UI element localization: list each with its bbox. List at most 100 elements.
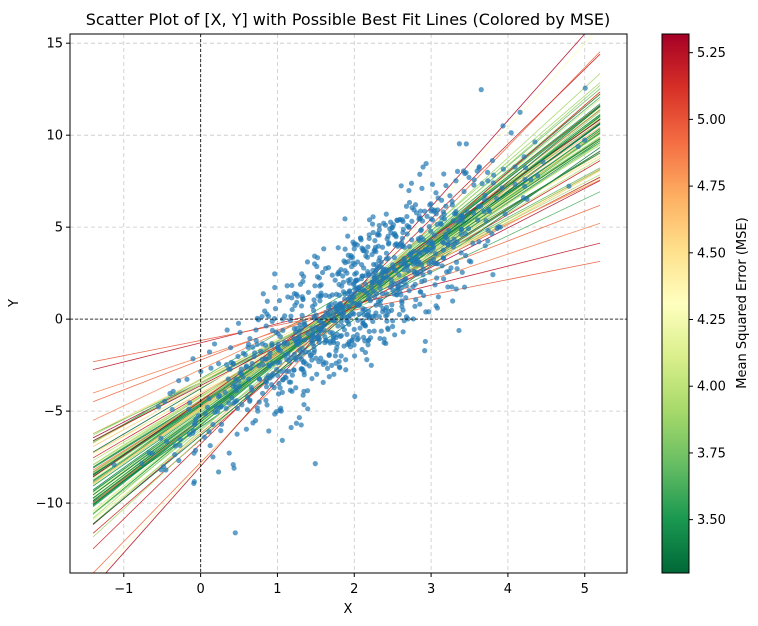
scatter-point <box>381 340 387 346</box>
scatter-point <box>459 269 465 275</box>
scatter-point <box>346 321 352 327</box>
scatter-point <box>459 218 465 224</box>
scatter-point <box>485 227 491 233</box>
scatter-point <box>336 281 342 288</box>
scatter-point <box>435 294 441 300</box>
scatter-point <box>406 288 412 294</box>
scatter-point <box>314 371 320 377</box>
scatter-point <box>400 329 406 335</box>
scatter-point <box>292 302 298 309</box>
scatter-point <box>398 183 404 189</box>
scatter-point <box>408 250 414 256</box>
scatter-point <box>395 283 401 290</box>
scatter-point <box>429 241 435 247</box>
fit-line <box>92 260 601 363</box>
scatter-point <box>297 336 303 343</box>
scatter-point <box>342 246 348 252</box>
scatter-point <box>309 357 315 363</box>
scatter-point <box>195 413 202 419</box>
scatter-point <box>392 332 398 338</box>
scatter-point <box>208 365 214 371</box>
scatter-point <box>391 280 397 287</box>
scatter-point <box>377 302 383 308</box>
scatter-point <box>321 327 327 333</box>
scatter-point <box>326 374 332 380</box>
scatter-point <box>486 206 492 213</box>
scatter-point <box>360 306 366 312</box>
scatter-point <box>222 389 228 395</box>
scatter-point <box>417 208 424 214</box>
scatter-point <box>309 303 316 310</box>
scatter-point <box>250 344 256 350</box>
scatter-point <box>172 452 178 458</box>
scatter-point <box>206 349 213 355</box>
scatter-point <box>259 313 265 320</box>
scatter-point <box>204 404 211 410</box>
scatter-point <box>422 338 428 345</box>
scatter-point <box>322 340 328 346</box>
scatter-point <box>251 353 257 360</box>
scatter-point <box>190 428 197 434</box>
scatter-point <box>424 213 430 219</box>
scatter-point <box>383 256 390 262</box>
scatter-point <box>264 402 270 408</box>
scatter-point <box>489 157 496 164</box>
scatter-point <box>319 269 326 276</box>
scatter-point <box>351 342 357 348</box>
scatter-point <box>420 266 427 272</box>
scatter-point <box>244 407 251 413</box>
fit-line <box>92 180 601 442</box>
scatter-point <box>362 349 369 356</box>
scatter-point <box>254 341 260 348</box>
scatter-point <box>474 168 480 174</box>
scatter-point <box>296 414 302 421</box>
scatter-point <box>202 411 209 417</box>
scatter-point <box>352 286 358 292</box>
scatter-point <box>377 255 383 261</box>
scatter-point <box>356 311 362 317</box>
scatter-point <box>237 329 243 336</box>
scatter-point <box>400 218 406 225</box>
scatter-point <box>287 317 293 323</box>
colorbar-tick-label: 3.50 <box>697 513 726 528</box>
scatter-point <box>440 255 447 261</box>
scatter-point <box>355 317 361 323</box>
scatter-point <box>394 292 400 298</box>
scatter-point <box>420 236 426 243</box>
scatter-point <box>358 235 364 241</box>
scatter-point <box>235 353 241 360</box>
x-axis-label: X <box>344 602 353 617</box>
scatter-point <box>450 218 456 224</box>
scatter-point <box>366 235 372 242</box>
scatter-point <box>267 375 273 381</box>
scatter-point <box>357 325 363 331</box>
scatter-point <box>351 353 358 359</box>
scatter-point <box>344 270 350 276</box>
scatter-point <box>289 306 295 313</box>
scatter-point <box>239 402 245 408</box>
scatter-point <box>223 362 230 368</box>
scatter-point <box>359 346 365 353</box>
scatter-point <box>158 467 164 473</box>
scatter-point <box>491 172 497 178</box>
scatter-point <box>429 181 436 187</box>
scatter-point <box>163 467 169 473</box>
scatter-point <box>282 374 288 380</box>
scatter-point <box>274 366 280 373</box>
scatter-point <box>404 222 410 229</box>
scatter-point <box>440 247 446 253</box>
scatter-point <box>540 159 546 165</box>
scatter-point <box>256 399 262 405</box>
scatter-point <box>433 260 440 267</box>
scatter-point <box>368 362 374 368</box>
x-tick-label: 1 <box>273 582 281 597</box>
scatter-point <box>450 244 456 250</box>
chart-title: Scatter Plot of [X, Y] with Possible Bes… <box>86 10 610 29</box>
colorbar-tick-label: 3.75 <box>697 446 726 461</box>
scatter-point <box>277 407 283 413</box>
plot-frame <box>69 33 628 574</box>
colorbar-tick-label: 4.75 <box>697 180 726 195</box>
scatter-point <box>311 343 317 350</box>
scatter-point <box>223 405 229 411</box>
scatter-point <box>470 210 477 216</box>
